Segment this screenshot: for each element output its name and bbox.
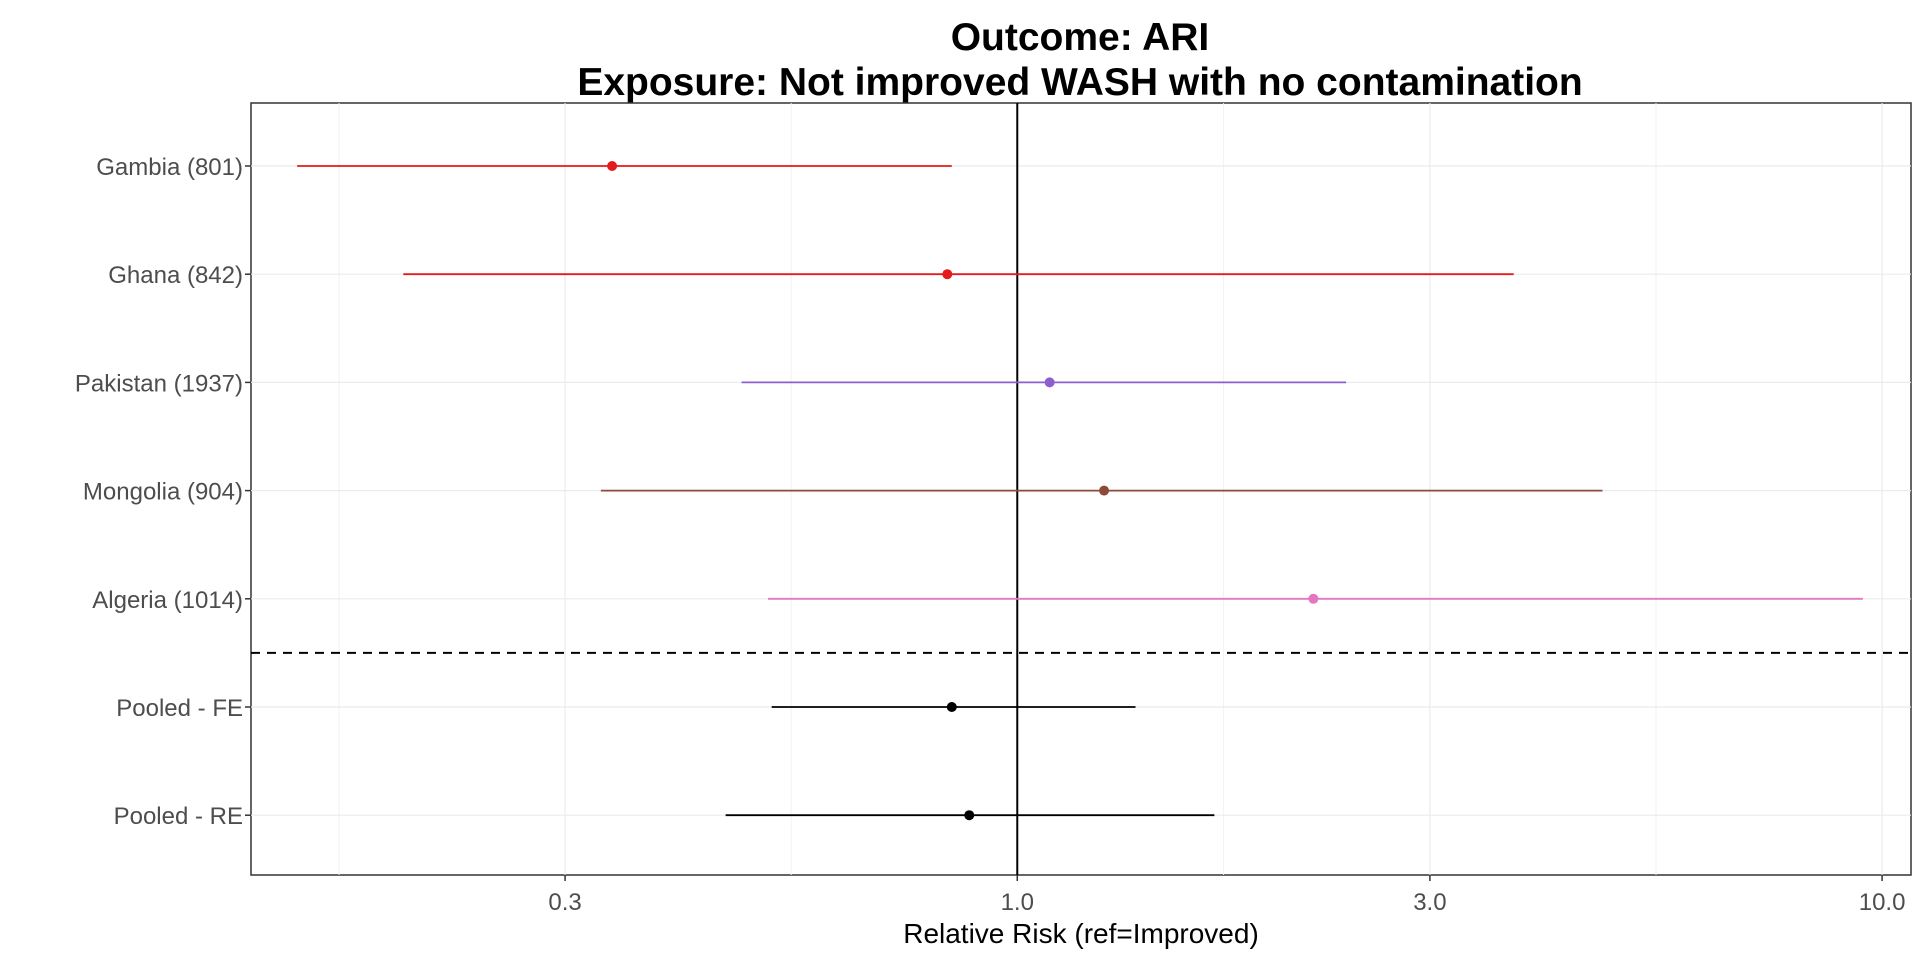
row-label: Mongolia (904) bbox=[83, 479, 243, 506]
point-estimate bbox=[1044, 377, 1055, 388]
row-label: Pooled - RE bbox=[114, 803, 243, 830]
row-label: Ghana (842) bbox=[108, 262, 243, 289]
row-label: Pakistan (1937) bbox=[75, 370, 243, 397]
chart-title: Outcome: ARI bbox=[951, 16, 1210, 59]
point-estimate bbox=[1308, 593, 1319, 604]
grid-minor bbox=[338, 103, 1657, 875]
x-axis-label: Relative Risk (ref=Improved) bbox=[903, 918, 1259, 949]
chart-subtitle: Exposure: Not improved WASH with no cont… bbox=[577, 61, 1582, 104]
row-label: Pooled - FE bbox=[116, 695, 243, 722]
rows-group bbox=[297, 161, 1863, 821]
point-estimate bbox=[946, 702, 957, 712]
point-estimate bbox=[964, 810, 975, 821]
plot-panel bbox=[250, 102, 1912, 876]
row-label: Algeria (1014) bbox=[92, 587, 243, 614]
point-estimate bbox=[607, 161, 618, 171]
x-tick-label: 10.0 bbox=[1859, 889, 1906, 916]
point-estimate bbox=[1099, 485, 1110, 496]
x-tick-label: 0.3 bbox=[548, 889, 581, 916]
x-tick-label: 1.0 bbox=[1001, 889, 1034, 916]
point-estimate bbox=[942, 269, 953, 280]
x-ticks: 0.3 1.0 3.0 10.0 bbox=[548, 875, 1905, 916]
row-label: Gambia (801) bbox=[96, 154, 243, 181]
y-labels: Gambia (801) Ghana (842) Pakistan (1937) Mo… bbox=[75, 154, 251, 830]
x-tick-label: 3.0 bbox=[1413, 889, 1446, 916]
